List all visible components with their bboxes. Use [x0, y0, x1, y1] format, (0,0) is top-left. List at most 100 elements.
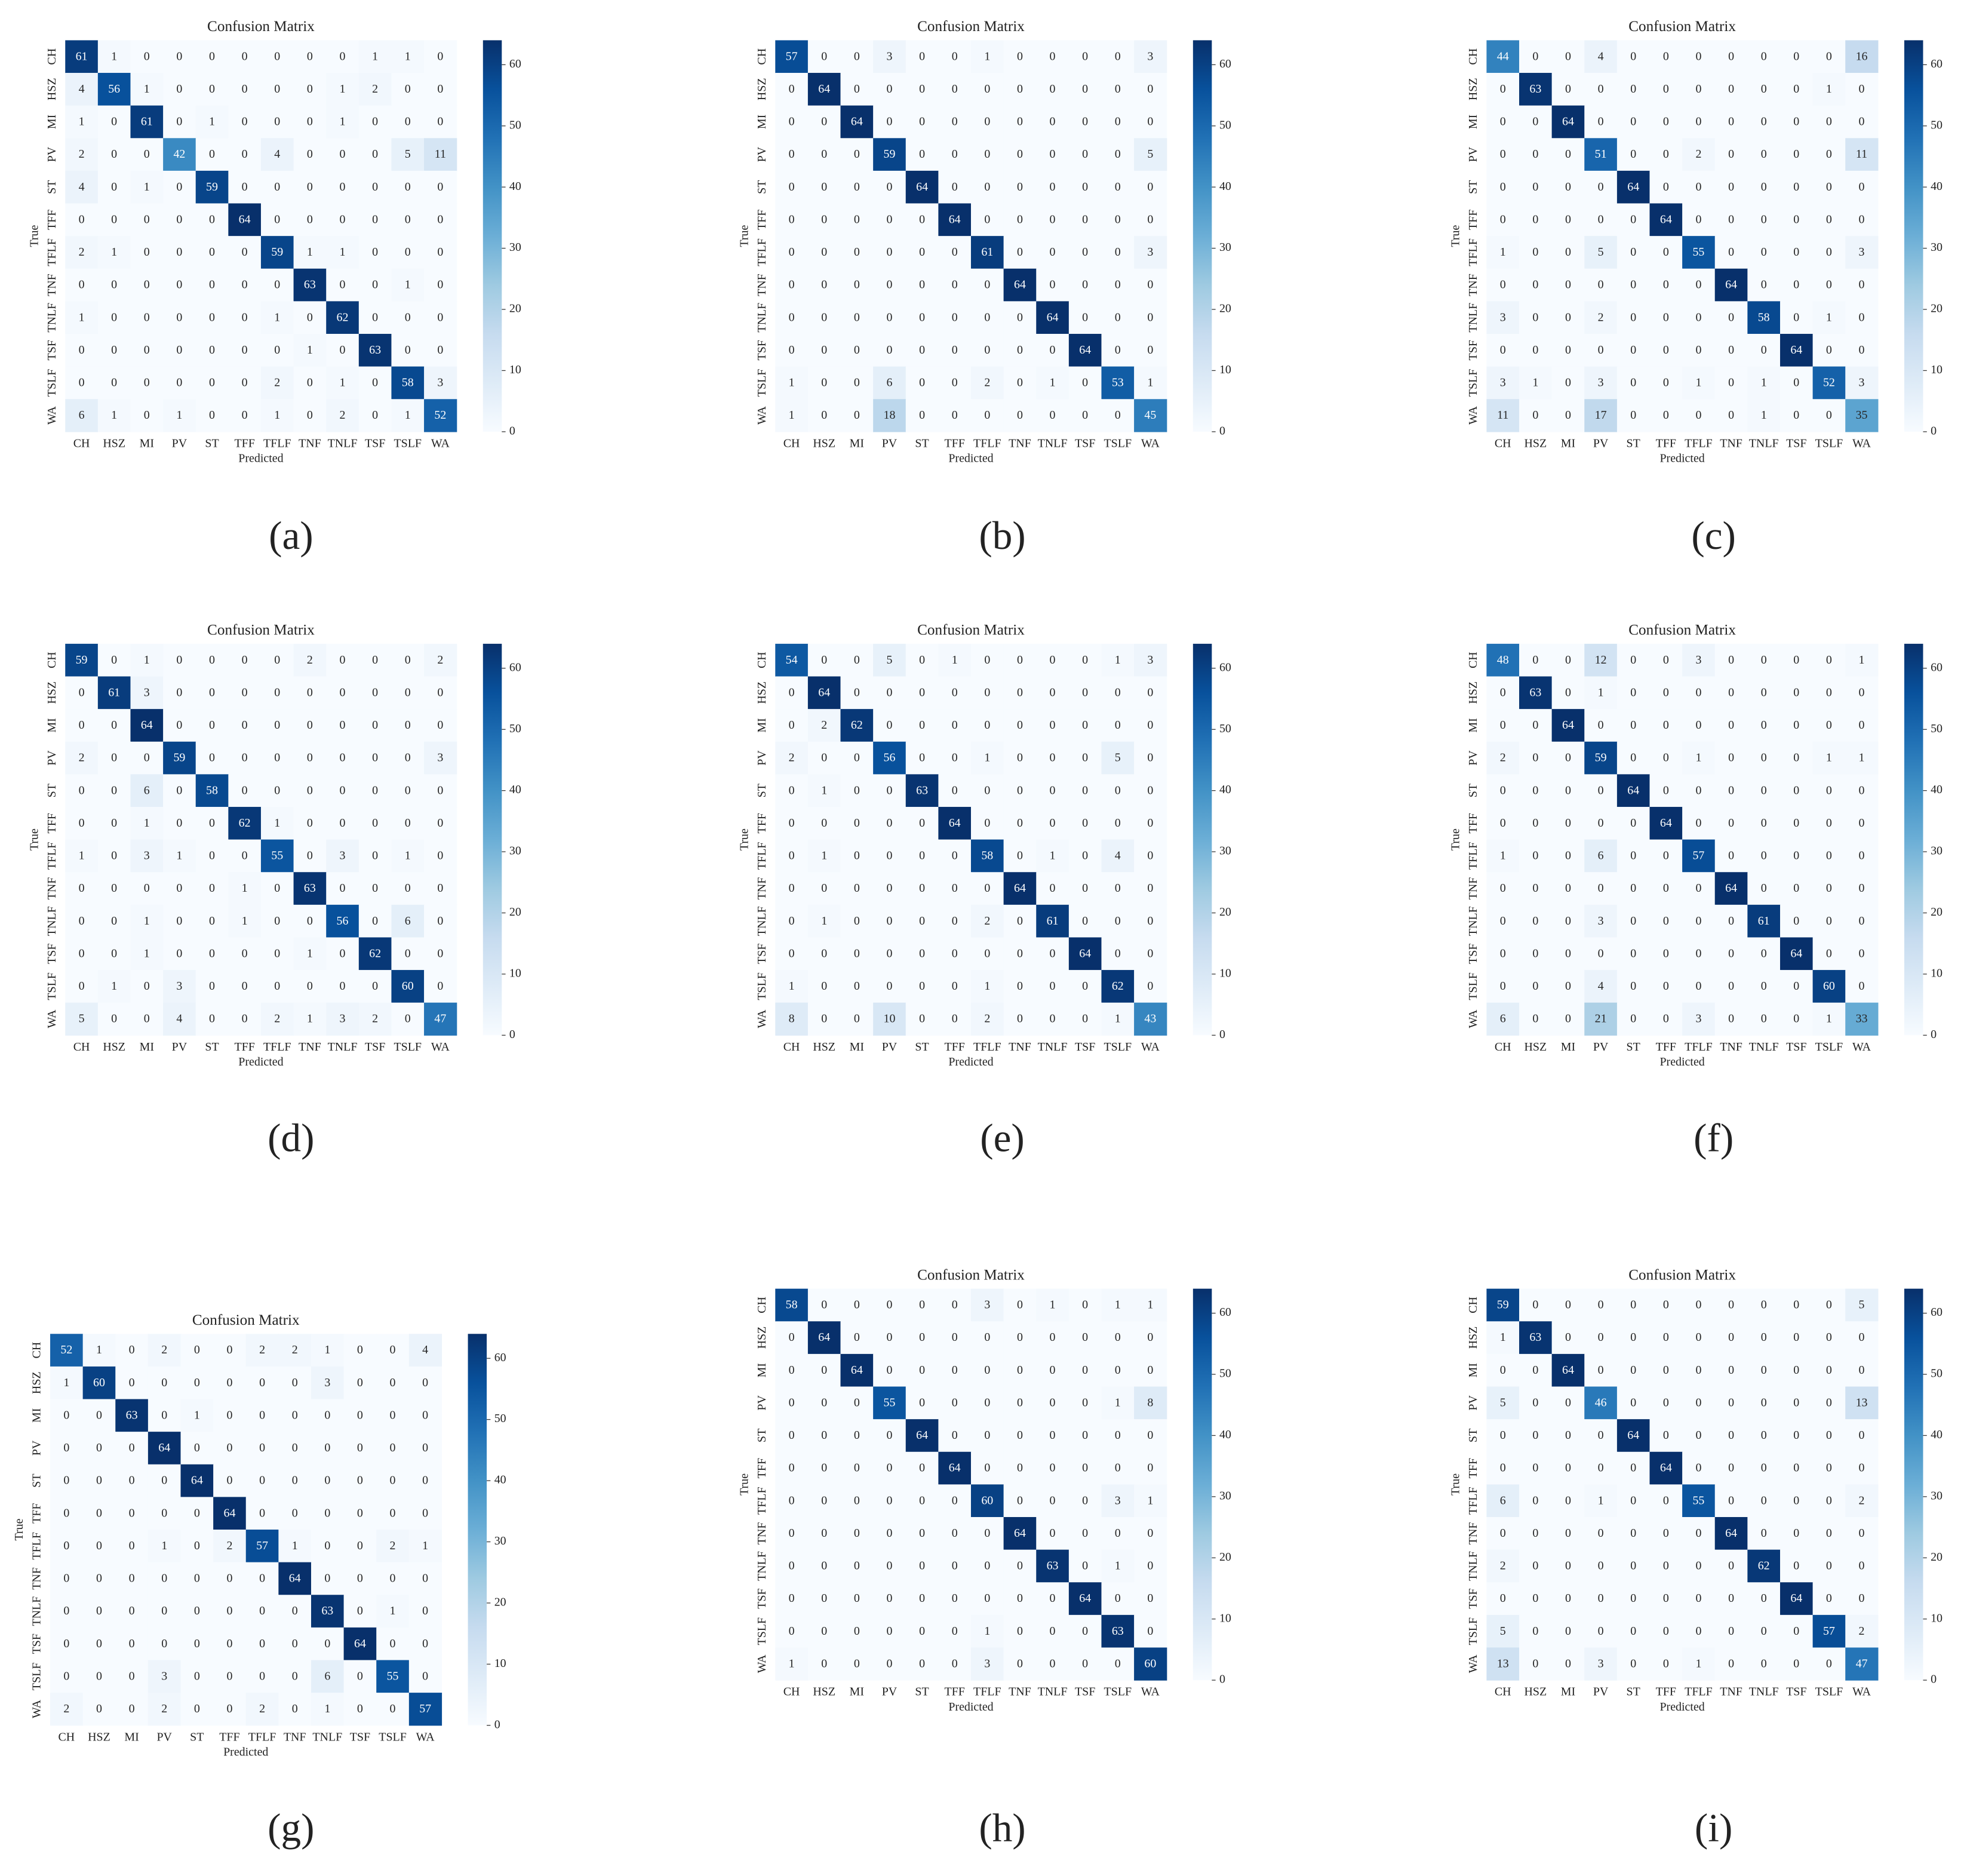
colorbar-tick-label: 0: [1931, 1028, 1937, 1041]
heatmap-cell: [391, 170, 425, 204]
cell-label: 0: [405, 686, 411, 699]
cell-label: 0: [1115, 1592, 1121, 1605]
cell-label: 0: [111, 180, 117, 194]
cell-label: 0: [789, 947, 795, 960]
heatmap-cell: [1616, 138, 1651, 171]
heatmap-cell: [1714, 40, 1748, 73]
cell-label: 61: [1758, 914, 1770, 928]
cell-label: 0: [1630, 148, 1636, 161]
heatmap-cell: [130, 774, 164, 807]
cell-label: 0: [1532, 245, 1538, 259]
heatmap-cell: [358, 676, 392, 710]
cell-label: 0: [226, 1343, 232, 1356]
cell-label: 0: [372, 409, 378, 422]
heatmap-cell: [195, 40, 229, 73]
heatmap-cell: [260, 366, 294, 400]
colorbar-tick-label: 0: [1219, 1028, 1225, 1041]
heatmap-cell: [1134, 301, 1167, 334]
cell-label: 6: [79, 409, 85, 422]
cell-label: 63: [1529, 1331, 1541, 1344]
heatmap-cell: [905, 170, 939, 204]
y-tick-label: PV: [45, 750, 59, 766]
y-tick-label: PV: [1467, 146, 1480, 162]
cell-label: 0: [1630, 947, 1636, 960]
x-tick-label: TFLF: [263, 437, 291, 450]
panel-caption: (d): [268, 1115, 314, 1160]
cell-label: 0: [422, 1572, 428, 1585]
cell-label: 0: [984, 1396, 990, 1409]
cell-label: 55: [883, 1396, 895, 1409]
cell-label: 1: [372, 50, 378, 63]
cell-label: 0: [372, 245, 378, 259]
heatmap-cell: [358, 138, 392, 171]
heatmap-cell: [1845, 399, 1879, 432]
cell-label: 0: [1500, 343, 1506, 357]
cell-label: 0: [340, 180, 346, 194]
cell-label: 0: [1082, 1331, 1088, 1344]
cell-label: 0: [1598, 1625, 1604, 1638]
y-tick-label: MI: [755, 1363, 769, 1377]
cell-label: 0: [821, 376, 827, 389]
cell-label: 0: [886, 115, 892, 128]
heatmap-cell: [1779, 138, 1814, 171]
cell-label: 0: [111, 376, 117, 389]
heatmap-cell: [293, 872, 327, 905]
cell-label: 64: [158, 1441, 170, 1454]
cell-label: 0: [1050, 1012, 1056, 1025]
cell-label: 0: [1793, 1429, 1799, 1442]
heatmap-cell: [1682, 40, 1716, 73]
heatmap-cell: [938, 872, 972, 905]
cell-label: 0: [1859, 1462, 1865, 1475]
heatmap-cell: [195, 741, 229, 775]
heatmap-cell: [195, 333, 229, 367]
y-tick-label: TSLF: [755, 1617, 769, 1645]
heatmap-cell: [358, 236, 392, 269]
cell-label: 3: [1147, 653, 1153, 667]
cell-label: 0: [242, 784, 248, 797]
cell-label: 0: [1598, 719, 1604, 732]
cell-label: 0: [952, 980, 958, 993]
heatmap-cell: [1036, 872, 1069, 905]
heatmap-cell: [840, 73, 874, 106]
cell-label: 3: [1859, 376, 1865, 389]
cell-label: 0: [854, 278, 860, 291]
cell-label: 0: [1050, 1462, 1056, 1475]
x-tick-label: ST: [915, 437, 929, 450]
cell-label: 0: [1115, 1331, 1121, 1344]
heatmap-cell: [1134, 73, 1167, 106]
heatmap-cell: [1616, 399, 1651, 432]
cell-label: 0: [1500, 784, 1506, 797]
cell-label: 0: [1663, 82, 1669, 96]
cell-label: 0: [144, 343, 150, 357]
cell-label: 0: [1663, 947, 1669, 960]
x-axis-label: Predicted: [238, 452, 283, 465]
heatmap-cell: [1003, 774, 1037, 807]
x-tick-label: PV: [1593, 1685, 1609, 1699]
cell-label: 0: [1663, 1592, 1669, 1605]
cell-label: 64: [191, 1474, 203, 1487]
x-axis-label: Predicted: [948, 452, 993, 465]
cell-label: 0: [1017, 1298, 1023, 1312]
cell-label: 0: [854, 1494, 860, 1507]
heatmap-cell: [260, 105, 294, 139]
cell-label: 0: [952, 784, 958, 797]
y-tick-label: MI: [45, 718, 59, 732]
cell-label: 0: [919, 376, 925, 389]
cell-label: 0: [1859, 947, 1865, 960]
cell-label: 0: [437, 980, 443, 993]
cell-label: 0: [1630, 1364, 1636, 1377]
cell-label: 0: [919, 914, 925, 928]
heatmap-cell: [424, 105, 457, 139]
cell-label: 0: [422, 1637, 428, 1650]
x-tick-label: TSF: [1786, 437, 1806, 450]
x-axis-label: Predicted: [238, 1055, 283, 1069]
heatmap-cell: [1747, 399, 1781, 432]
heatmap-cell: [65, 268, 99, 302]
heatmap-cell: [1519, 203, 1553, 237]
heatmap-cell: [1068, 872, 1102, 905]
cell-label: 2: [274, 376, 280, 389]
heatmap-cell: [938, 203, 972, 237]
x-tick-label: TNF: [1009, 437, 1031, 450]
heatmap-cell: [195, 806, 229, 840]
heatmap-cell: [1134, 203, 1167, 237]
